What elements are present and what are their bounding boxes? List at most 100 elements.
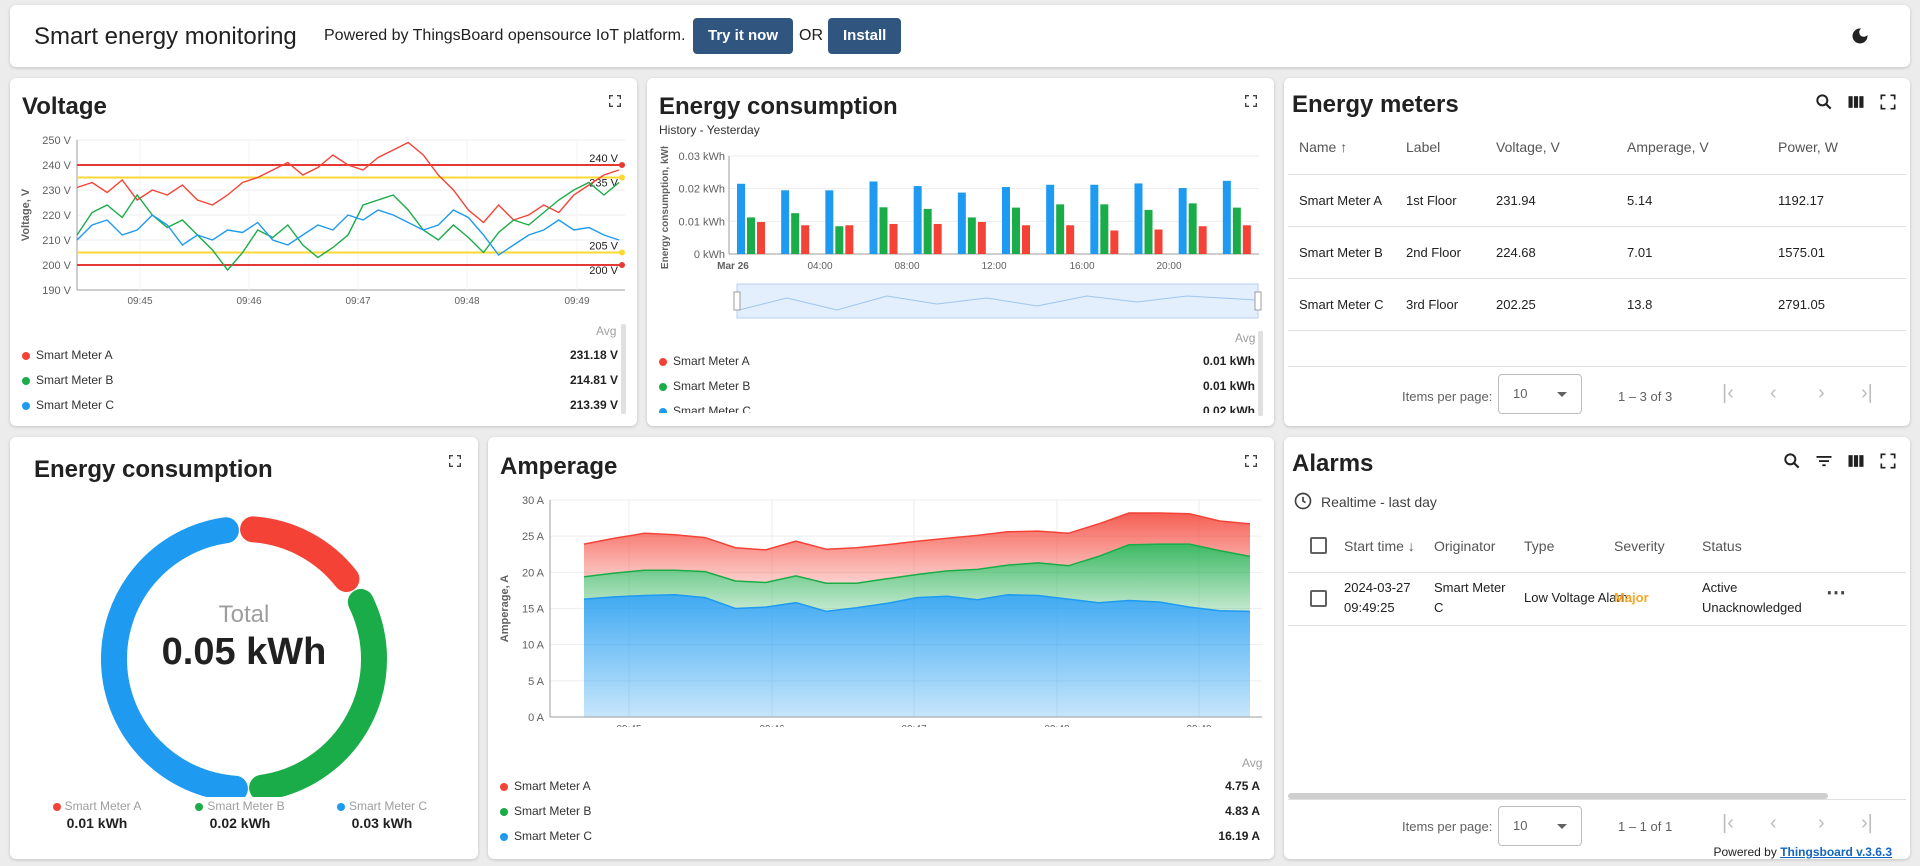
table-cell[interactable]: 7.01 xyxy=(1627,245,1653,260)
table-cell[interactable]: Smart Meter A xyxy=(1299,193,1383,208)
install-button[interactable]: Install xyxy=(828,18,902,54)
table-cell[interactable]: 202.25 xyxy=(1496,297,1536,312)
items-per-page-select[interactable]: 10 xyxy=(1498,806,1582,846)
column-header[interactable]: Severity xyxy=(1614,538,1665,554)
legend-dot-icon xyxy=(500,807,508,816)
columns-icon[interactable] xyxy=(1846,451,1866,471)
prev-page-icon[interactable]: ‹ xyxy=(1770,812,1777,834)
legend-item[interactable]: Smart Meter A xyxy=(659,354,750,368)
table-cell[interactable]: 231.94 xyxy=(1496,193,1536,208)
table-cell[interactable]: 224.68 xyxy=(1496,245,1536,260)
legend-item[interactable]: Smart Meter A xyxy=(500,779,591,793)
column-header[interactable]: Label xyxy=(1406,139,1441,155)
fullscreen-icon[interactable] xyxy=(607,93,623,109)
avg-header: Avg xyxy=(1242,756,1263,770)
legend-item[interactable]: Smart Meter B xyxy=(180,799,300,813)
table-cell[interactable]: 1575.01 xyxy=(1778,245,1825,260)
fullscreen-icon[interactable] xyxy=(1878,451,1898,471)
table-cell[interactable]: 3rd Floor xyxy=(1406,297,1459,312)
column-header[interactable]: Name ↑ xyxy=(1299,139,1348,155)
table-cell[interactable]: 1192.17 xyxy=(1778,193,1825,208)
column-header[interactable]: Start time ↓ xyxy=(1344,538,1415,554)
fullscreen-icon[interactable] xyxy=(1243,453,1259,469)
legend-item[interactable]: Smart Meter C xyxy=(500,829,592,843)
more-actions-icon[interactable]: ⋯ xyxy=(1826,582,1847,604)
next-page-icon[interactable]: › xyxy=(1818,382,1825,404)
first-page-icon[interactable]: |‹ xyxy=(1722,382,1734,404)
columns-icon[interactable] xyxy=(1846,92,1866,112)
bar xyxy=(1066,225,1075,254)
select-all-checkbox[interactable] xyxy=(1310,537,1327,554)
bar xyxy=(889,223,898,254)
table-cell[interactable]: 1st Floor xyxy=(1406,193,1457,208)
table-cell[interactable]: 09:49:25 xyxy=(1344,600,1395,615)
column-header[interactable]: Status xyxy=(1702,538,1742,554)
last-page-icon[interactable]: ›| xyxy=(1861,382,1873,404)
legend-item[interactable]: Smart Meter A xyxy=(37,799,157,813)
table-cell[interactable]: Smart Meter C xyxy=(1299,297,1384,312)
x-tick-label: 09:46 xyxy=(759,724,784,727)
or-label: OR xyxy=(799,27,823,44)
table-cell[interactable]: C xyxy=(1434,600,1444,615)
column-header[interactable]: Originator xyxy=(1434,538,1496,554)
horizontal-scrollbar[interactable] xyxy=(1288,793,1828,799)
bar xyxy=(845,225,854,254)
table-cell[interactable]: Smart Meter xyxy=(1434,580,1506,595)
fullscreen-icon[interactable] xyxy=(1878,92,1898,112)
bar xyxy=(801,225,810,254)
energy-legend: Smart Meter A 0.01 kWh Smart Meter B 0.01 k… xyxy=(647,78,1274,413)
search-icon[interactable] xyxy=(1814,92,1834,112)
alarms-widget: Alarms Realtime - last day Start time ↓ O… xyxy=(1284,437,1910,859)
table-cell[interactable]: 2791.05 xyxy=(1778,297,1825,312)
y-tick-label: 0.03 kWh xyxy=(679,151,725,163)
table-cell[interactable]: Smart Meter B xyxy=(1299,245,1383,260)
items-per-page-value: 10 xyxy=(1513,818,1528,833)
legend-item[interactable]: Smart Meter B xyxy=(659,379,750,393)
area-line xyxy=(583,543,1251,584)
table-cell[interactable]: Low Voltage Alarm xyxy=(1524,590,1632,605)
y-tick-label: 240 V xyxy=(42,160,71,172)
fullscreen-icon[interactable] xyxy=(1243,93,1259,109)
row-checkbox[interactable] xyxy=(1310,590,1327,607)
legend-item[interactable]: Smart Meter C xyxy=(322,799,442,813)
legend-item[interactable]: Smart Meter A xyxy=(22,348,113,362)
table-cell[interactable]: 2024-03-27 xyxy=(1344,580,1411,595)
legend-item[interactable]: Smart Meter C xyxy=(659,404,751,413)
prev-page-icon[interactable]: ‹ xyxy=(1770,382,1777,404)
next-page-icon[interactable]: › xyxy=(1818,812,1825,834)
search-icon[interactable] xyxy=(1782,451,1802,471)
legend-scrollbar[interactable] xyxy=(621,324,626,414)
column-header[interactable]: Amperage, V xyxy=(1627,139,1709,155)
legend-dot-icon xyxy=(500,832,508,841)
y-tick-label: 190 V xyxy=(42,285,71,297)
column-header[interactable]: Power, W xyxy=(1778,139,1838,155)
table-cell[interactable]: 13.8 xyxy=(1627,297,1653,312)
clock-icon[interactable] xyxy=(1293,491,1313,511)
try-it-now-button[interactable]: Try it now xyxy=(693,18,794,54)
legend-item[interactable]: Smart Meter B xyxy=(500,804,591,818)
thingsboard-version-link[interactable]: Thingsboard v.3.6.3 xyxy=(1780,845,1892,859)
legend-item[interactable]: Smart Meter C xyxy=(22,398,114,412)
first-page-icon[interactable]: |‹ xyxy=(1722,812,1734,834)
bar xyxy=(1056,204,1065,254)
powered-by-footer: Powered by Thingsboard v.3.6.3 xyxy=(1713,845,1892,859)
table-cell[interactable]: 2nd Floor xyxy=(1406,245,1461,260)
items-per-page-select[interactable]: 10 xyxy=(1498,374,1582,414)
legend-item[interactable]: Smart Meter B xyxy=(22,373,113,387)
legend-value: 214.81 V xyxy=(569,373,618,387)
timewindow-label[interactable]: Realtime - last day xyxy=(1321,494,1437,510)
last-page-icon[interactable]: ›| xyxy=(1861,812,1873,834)
column-header[interactable]: Voltage, V xyxy=(1496,139,1560,155)
fullscreen-icon[interactable] xyxy=(447,453,463,469)
table-cell[interactable]: Unacknowledged xyxy=(1702,600,1802,615)
filter-icon[interactable] xyxy=(1814,451,1834,471)
x-tick-label: 09:48 xyxy=(1044,724,1069,727)
table-cell[interactable]: Major xyxy=(1614,590,1649,605)
header-divider xyxy=(1288,572,1906,573)
column-header[interactable]: Type xyxy=(1524,538,1555,554)
table-cell[interactable]: Active xyxy=(1702,580,1738,595)
legend-scrollbar[interactable] xyxy=(1258,331,1263,416)
datazoom-slider[interactable] xyxy=(647,280,1274,324)
moon-icon[interactable] xyxy=(1850,26,1870,46)
table-cell[interactable]: 5.14 xyxy=(1627,193,1653,208)
